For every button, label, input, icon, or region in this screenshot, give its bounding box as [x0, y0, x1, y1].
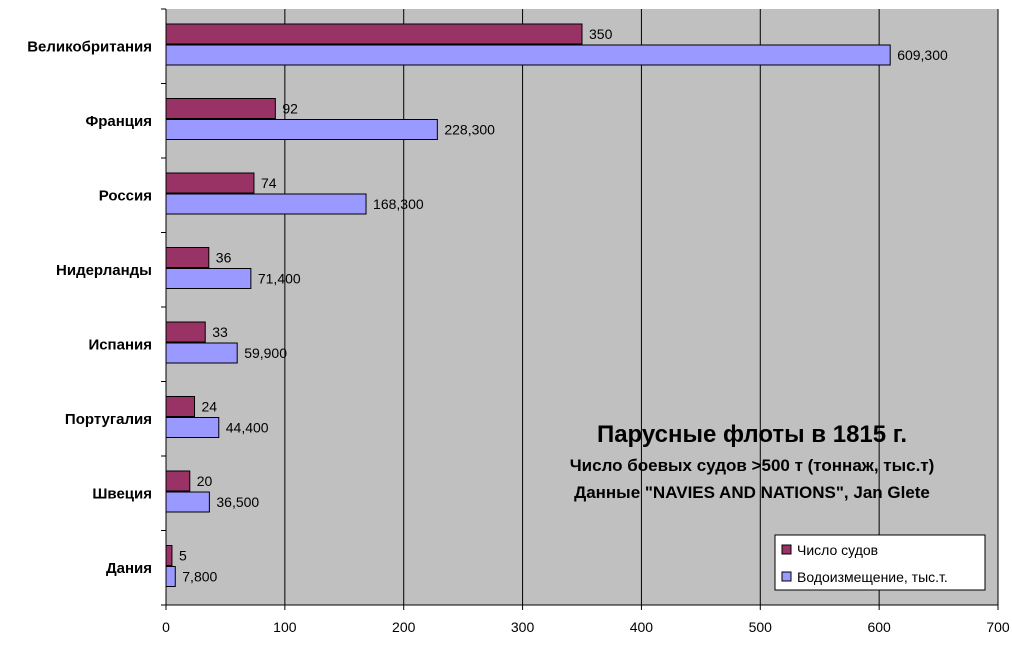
bar-ship-count: [165, 470, 191, 492]
data-labels: 350 92 74 36 33 24 20 5 609,300 228,300 168,300 71,…: [179, 26, 948, 585]
bars: [165, 23, 891, 587]
chart-title: Парусные флоты в 1815 г.: [597, 421, 907, 448]
data-label: 20: [197, 473, 213, 489]
bar-ship-count: [165, 247, 210, 268]
bar-ship-count: [165, 396, 196, 417]
bar-displacement: [165, 417, 220, 438]
bar-ship-count: [165, 23, 583, 45]
category-label: Франция: [85, 113, 152, 130]
legend-label-ship-count: Число судов: [797, 542, 878, 558]
category-label: Нидерланды: [56, 262, 152, 279]
data-label: 350: [589, 26, 613, 42]
legend-swatch-ship-count: [781, 544, 792, 555]
legend: Число судов Водоизмещение, тыс.т.: [774, 534, 986, 591]
bar-displacement: [165, 566, 176, 587]
x-tick-label: 300: [511, 619, 535, 635]
x-tick-label: 200: [392, 619, 416, 635]
data-label: 36,500: [216, 494, 259, 510]
category-label: Швеция: [92, 485, 152, 502]
axes: 0 100 200 300 400 500 600 700 Великобритания Фран…: [27, 8, 1010, 635]
category-label: Португалия: [65, 411, 152, 428]
x-tick-label: 0: [162, 619, 170, 635]
legend-box: [774, 534, 986, 591]
category-label: Дания: [106, 560, 152, 577]
x-tick-label: 400: [630, 619, 654, 635]
data-label: 36: [216, 250, 232, 266]
bar-displacement: [165, 268, 252, 289]
bar-displacement: [165, 44, 891, 66]
data-label: 5: [179, 548, 187, 564]
data-label: 59,900: [244, 345, 287, 361]
data-label: 24: [202, 399, 218, 415]
bar-displacement: [165, 193, 367, 215]
data-label: 168,300: [373, 196, 424, 212]
bar-displacement: [165, 119, 438, 140]
data-label: 228,300: [444, 122, 495, 138]
x-tick-label: 600: [867, 619, 891, 635]
data-label: 33: [212, 324, 228, 340]
x-tick-label: 100: [273, 619, 297, 635]
chart-subtitle-line-1: Число боевых судов >500 т (тоннаж, тыс.т…: [570, 456, 935, 475]
legend-swatch-displacement: [781, 571, 792, 582]
category-label: Россия: [99, 187, 152, 204]
data-label: 609,300: [897, 47, 948, 63]
data-label: 74: [261, 175, 277, 191]
x-tick-label: 700: [986, 619, 1010, 635]
data-label: 7,800: [182, 569, 217, 585]
plot-area: [166, 9, 998, 605]
bar-ship-count: [165, 321, 206, 343]
category-label: Испания: [88, 336, 152, 353]
x-tick-label: 500: [749, 619, 773, 635]
bar-ship-count: [165, 172, 255, 194]
bar-ship-count: [165, 545, 173, 566]
legend-label-displacement: Водоизмещение, тыс.т.: [797, 569, 948, 585]
chart-title-block: Парусные флоты в 1815 г. Число боевых су…: [570, 421, 935, 502]
data-label: 44,400: [226, 420, 269, 436]
category-label: Великобритания: [27, 38, 152, 55]
data-label: 71,400: [258, 271, 301, 287]
chart-subtitle-line-2: Данные "NAVIES AND NATIONS", Jan Glete: [574, 483, 930, 502]
bar-displacement: [165, 342, 238, 364]
bar-ship-count: [165, 98, 276, 119]
bar-displacement: [165, 491, 210, 513]
data-label: 92: [282, 101, 298, 117]
